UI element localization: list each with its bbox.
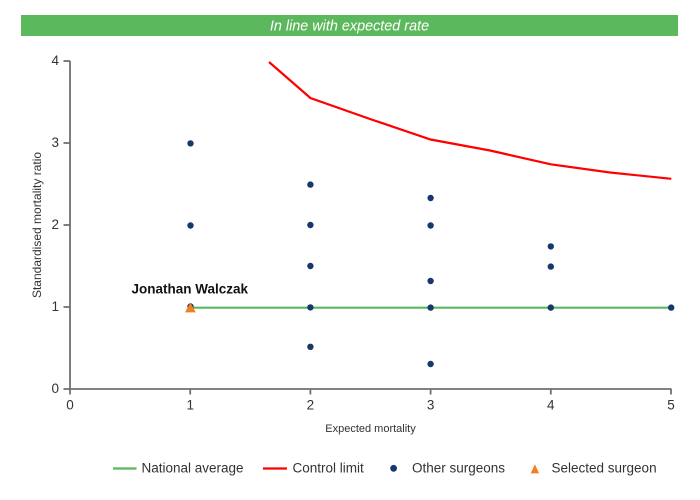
svg-text:0: 0 xyxy=(51,381,59,396)
svg-text:Selected surgeon: Selected surgeon xyxy=(552,461,657,476)
svg-text:Expected mortality: Expected mortality xyxy=(325,423,416,435)
svg-text:2: 2 xyxy=(51,217,59,232)
svg-text:Jonathan Walczak: Jonathan Walczak xyxy=(132,282,249,297)
svg-text:National average: National average xyxy=(142,461,244,476)
svg-text:Control limit: Control limit xyxy=(293,461,365,476)
svg-text:5: 5 xyxy=(667,398,675,413)
svg-text:0: 0 xyxy=(66,398,74,413)
svg-text:Other surgeons: Other surgeons xyxy=(412,461,505,476)
svg-text:In line with expected rate: In line with expected rate xyxy=(270,19,429,35)
svg-text:3: 3 xyxy=(51,135,59,150)
svg-text:1: 1 xyxy=(186,398,194,413)
svg-text:4: 4 xyxy=(547,398,555,413)
svg-text:3: 3 xyxy=(427,398,435,413)
svg-text:2: 2 xyxy=(307,398,315,413)
svg-text:1: 1 xyxy=(51,299,59,314)
svg-text:Standardised mortality ratio: Standardised mortality ratio xyxy=(30,152,44,298)
svg-text:4: 4 xyxy=(51,53,59,68)
